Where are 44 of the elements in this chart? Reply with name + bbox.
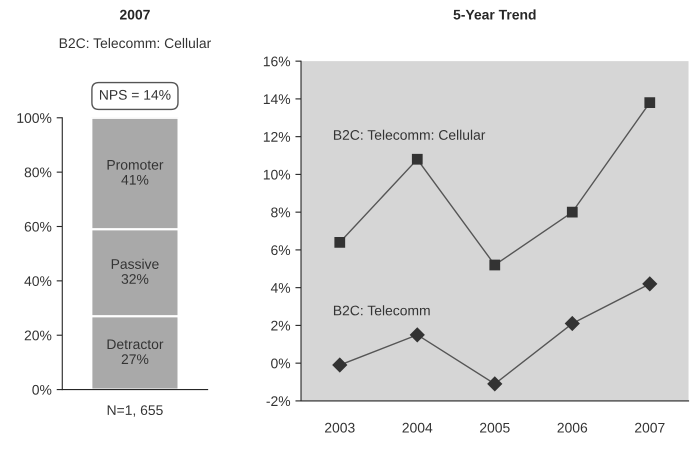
chart-title: 2007	[120, 10, 150, 20]
y-tick-label: 14%	[264, 94, 290, 104]
x-tick-label: 2004	[402, 422, 432, 433]
point	[566, 206, 578, 218]
point	[332, 358, 348, 372]
x-axis-title: N=1, 655	[108, 405, 163, 417]
y-tick-label: 16%	[264, 56, 290, 66]
x-tick-label: 2006	[558, 422, 588, 433]
chart-title: 5-Year Trend	[454, 9, 536, 20]
y-tick-label: 0%	[32, 384, 52, 395]
y-tick-label: 0%	[271, 358, 290, 368]
point	[334, 236, 346, 248]
y-tick-label: 6%	[271, 245, 290, 256]
y-tick-label: 20%	[24, 330, 52, 340]
y-tick-label: 2%	[271, 320, 290, 331]
y-tick-label: 8%	[271, 207, 290, 218]
x-tick-label: 2003	[325, 422, 355, 433]
point	[644, 97, 656, 108]
series-label: B2C: Telecomm: Cellular	[334, 130, 486, 140]
x-tick-label: 2005	[480, 422, 510, 433]
y-tick-label: 12%	[264, 132, 290, 142]
x-tick-label: 2007	[635, 422, 665, 433]
point	[412, 154, 423, 165]
data-label: 41%	[121, 174, 148, 185]
y-tick-label: 10%	[264, 170, 290, 180]
point	[410, 327, 425, 342]
series-label: Detractor	[108, 339, 164, 350]
series-label: Passive	[112, 258, 159, 269]
y-tick-label: 60%	[24, 222, 52, 232]
data-label: 27%	[122, 354, 148, 364]
chart-subtitle: B2C: Telecomm: Cellular	[60, 38, 211, 48]
y-tick-label: -2%	[266, 396, 290, 406]
point	[487, 376, 502, 392]
y-tick-label: 4%	[270, 283, 290, 293]
point	[489, 260, 500, 270]
point	[642, 276, 658, 292]
text: NPS = 14%	[100, 90, 171, 100]
data-label: 32%	[122, 274, 148, 284]
y-tick-label: 80%	[24, 167, 52, 178]
y-tick-label: 100%	[17, 113, 52, 123]
series-label: Promoter	[108, 160, 164, 170]
y-tick-label: 40%	[24, 276, 52, 286]
point	[564, 316, 580, 331]
series-label: B2C: Telecomm	[334, 305, 430, 316]
